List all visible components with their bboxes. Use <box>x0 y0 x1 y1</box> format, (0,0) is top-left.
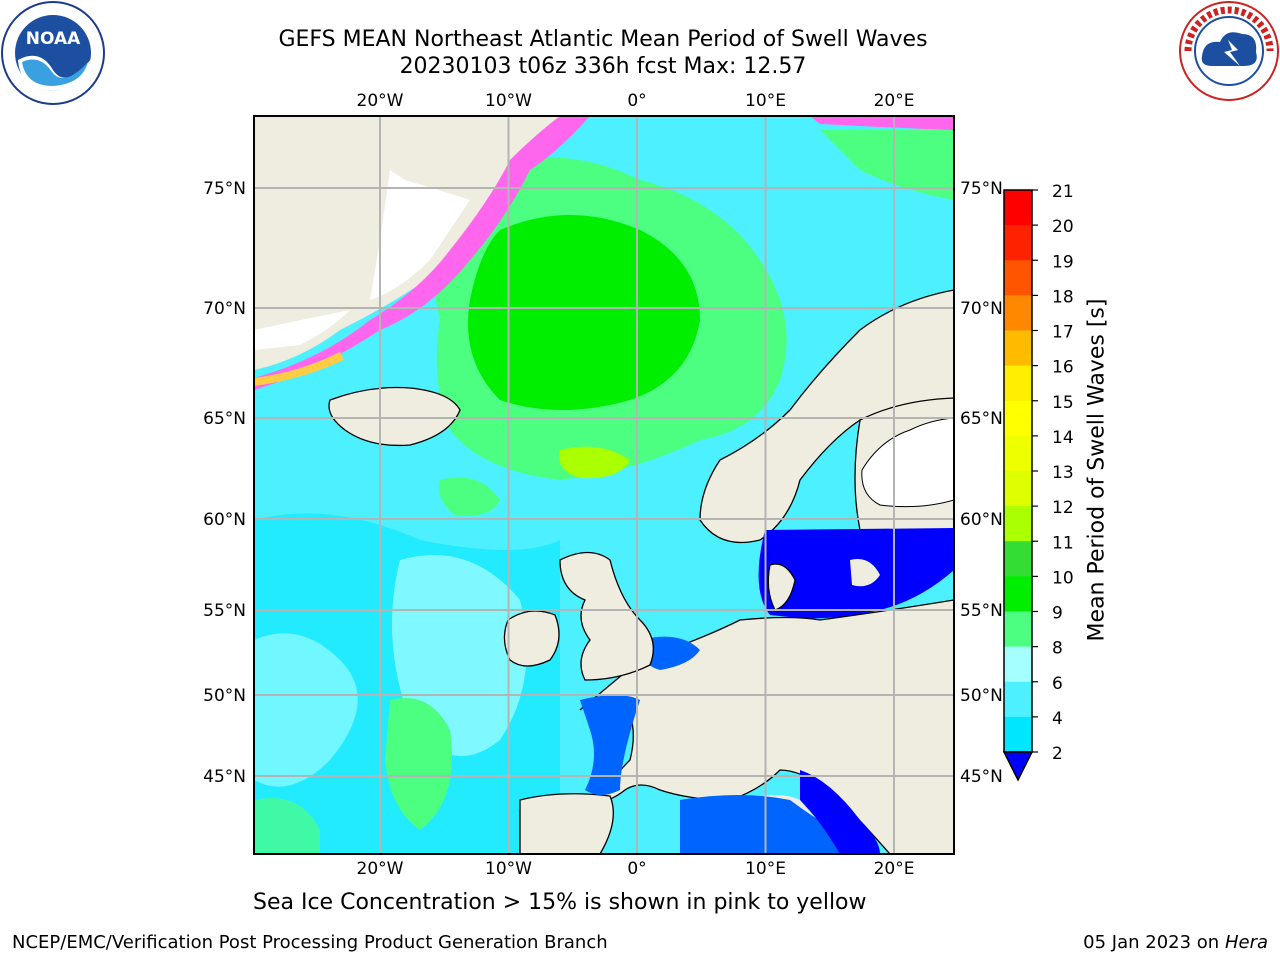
colorbar-tick-label: 15 <box>1052 393 1074 413</box>
colorbar-segment <box>1004 225 1032 261</box>
colorbar-segment <box>1004 681 1032 718</box>
iberia-land <box>519 793 614 854</box>
colorbar-segment <box>1004 646 1032 683</box>
sea-ice-caption: Sea Ice Concentration > 15% is shown in … <box>253 890 867 915</box>
lat-label-left: 75°N <box>203 179 246 199</box>
lat-label-right: 75°N <box>960 179 1003 199</box>
colorbar-segment <box>1004 400 1032 437</box>
noaa-logo-text: NOAA <box>26 29 81 49</box>
lon-label-top: 20°E <box>874 91 915 111</box>
lat-label-left: 70°N <box>203 299 246 319</box>
mediterranean-low-period <box>680 795 880 854</box>
colorbar-label: Mean Period of Swell Waves [s] <box>1084 298 1110 642</box>
colorbar-tick-label: 14 <box>1052 428 1074 448</box>
colorbar-segment <box>1004 471 1032 507</box>
colorbar-tick-label: 17 <box>1052 323 1074 343</box>
lat-label-left: 65°N <box>203 409 246 429</box>
lat-label-left: 55°N <box>203 601 246 621</box>
colorbar-tick-label: 2 <box>1052 744 1063 764</box>
longitude-labels-bottom: 20°W 10°W 0° 10°E 20°E <box>357 859 915 879</box>
great-britain-land <box>559 551 654 681</box>
colorbar-tick-label: 16 <box>1052 358 1074 378</box>
lat-label-right: 65°N <box>960 409 1003 429</box>
colorbar-segment <box>1004 295 1032 331</box>
lon-label-bottom: 0° <box>627 859 646 879</box>
lat-label-left: 60°N <box>203 510 246 530</box>
colorbar-segment <box>1004 435 1032 472</box>
iceland-land <box>328 386 461 447</box>
colorbar-segment <box>1004 541 1032 577</box>
colorbar-segment <box>1004 716 1032 753</box>
colorbar-segment <box>1004 190 1032 226</box>
colorbar-tick-label: 12 <box>1052 498 1074 518</box>
lat-label-right: 55°N <box>960 601 1003 621</box>
lat-label-right: 60°N <box>960 510 1003 530</box>
colorbar-segment <box>1004 330 1032 367</box>
footer-credit: NCEP/EMC/Verification Post Processing Pr… <box>12 932 608 953</box>
graticule <box>254 116 954 854</box>
colorbar-tick-label: 9 <box>1052 604 1063 624</box>
lat-label-right: 70°N <box>960 299 1003 319</box>
colorbar-segment <box>1004 576 1032 612</box>
colorbar-tick-label: 18 <box>1052 287 1074 307</box>
sea-ice-edge <box>254 116 590 390</box>
colorbar-tick-label: 21 <box>1052 182 1074 202</box>
colorbar-segment <box>1004 611 1032 648</box>
map-field <box>254 116 954 854</box>
footer-date-text: 05 Jan 2023 on <box>1083 932 1225 953</box>
latitude-labels-left: 75°N 70°N 65°N 60°N 55°N 50°N 45°N <box>203 179 246 787</box>
colorbar: 2 4 6 8 9 10 11 12 13 14 15 16 17 18 19 20 21 <box>1002 182 1074 782</box>
latitude-labels-right: 75°N 70°N 65°N 60°N 55°N 50°N 45°N <box>960 179 1003 787</box>
footer-date: 05 Jan 2023 on Hera <box>1083 932 1268 953</box>
denmark-land <box>767 563 796 611</box>
footer-host: Hera <box>1224 932 1268 953</box>
chart-title: GEFS MEAN Northeast Atlantic Mean Period… <box>278 27 928 52</box>
colorbar-segment <box>1004 506 1032 542</box>
lon-label-bottom: 20°E <box>874 859 915 879</box>
colorbar-tick-label: 13 <box>1052 463 1074 483</box>
lat-label-left: 50°N <box>203 686 246 706</box>
colorbar-tick-label: 10 <box>1052 568 1074 588</box>
chart-subtitle: 20230103 t06z 336h fcst Max: 12.57 <box>399 54 807 79</box>
colorbar-segment <box>1004 365 1032 402</box>
lon-label-top: 20°W <box>357 91 404 111</box>
norway-land <box>699 289 954 544</box>
lon-label-bottom: 10°W <box>485 859 532 879</box>
noaa-logo: NOAA <box>1 1 105 105</box>
lon-label-top: 10°W <box>485 91 532 111</box>
swell-region-10-11s <box>468 215 700 410</box>
colorbar-tick-label: 20 <box>1052 217 1074 237</box>
ireland-land <box>503 610 560 667</box>
lon-label-bottom: 10°E <box>745 859 786 879</box>
lat-label-right: 50°N <box>960 686 1003 706</box>
map-frame <box>253 115 955 855</box>
colorbar-tick-label: 8 <box>1052 639 1063 659</box>
colorbar-extend-arrow <box>1002 751 1034 782</box>
lat-label-right: 45°N <box>960 767 1003 787</box>
lon-label-bottom: 20°W <box>357 859 404 879</box>
colorbar-segment <box>1004 260 1032 296</box>
lon-label-top: 10°E <box>745 91 786 111</box>
lat-label-left: 45°N <box>203 767 246 787</box>
nws-logo <box>1179 1 1279 101</box>
colorbar-tick-label: 11 <box>1052 533 1074 553</box>
colorbar-tick-label: 19 <box>1052 252 1074 272</box>
longitude-labels-top: 20°W 10°W 0° 10°E 20°E <box>357 91 915 111</box>
colorbar-tick-label: 4 <box>1052 709 1063 729</box>
colorbar-tick-label: 6 <box>1052 674 1063 694</box>
lon-label-top: 0° <box>627 91 646 111</box>
